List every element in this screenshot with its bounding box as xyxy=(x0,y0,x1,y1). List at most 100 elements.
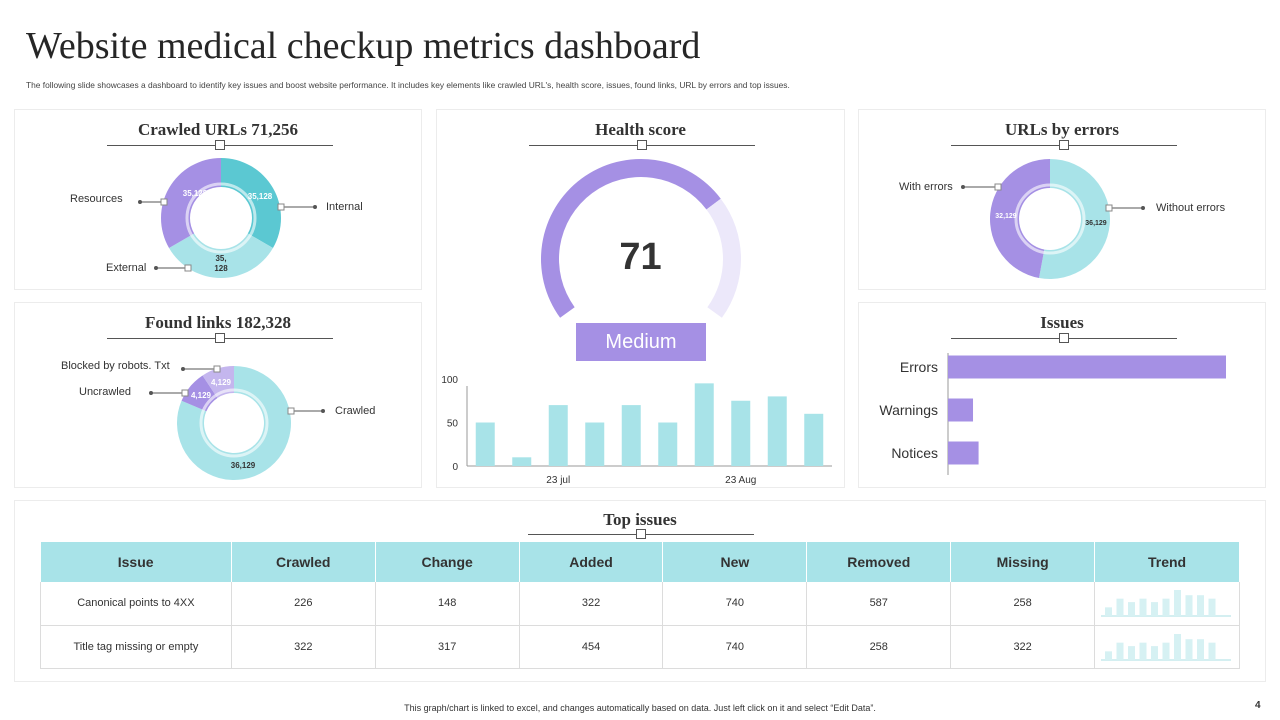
health-trend-bar xyxy=(767,396,787,466)
health-trend-bar xyxy=(658,422,678,466)
leader-internal-marker xyxy=(277,203,285,211)
leader-uncrawled-dot xyxy=(149,391,153,395)
issues-category-label: Warnings xyxy=(879,402,938,418)
leader-blocked-marker xyxy=(213,365,221,373)
health-trend-bar xyxy=(694,383,714,466)
top-issues-title: Top issues xyxy=(603,510,677,529)
leader-resources-dot xyxy=(138,200,142,204)
leader-crawled-dot xyxy=(321,409,325,413)
sparkline-bar xyxy=(1174,590,1182,616)
label-external-value-line1: 35, xyxy=(215,254,226,263)
issues-panel: Issues Errors Warnings Notices xyxy=(858,302,1266,488)
table-cell: Title tag missing or empty xyxy=(40,625,232,669)
leader-blocked-dot xyxy=(181,367,185,371)
health-trend-bar xyxy=(512,457,532,466)
leader-without-errors-dot xyxy=(1141,206,1145,210)
health-trend-bar xyxy=(621,405,641,466)
health-status-badge: Medium xyxy=(576,323,706,361)
gauge-remaining-arc xyxy=(706,198,741,318)
table-cell: 454 xyxy=(519,625,664,669)
health-trend-chart[interactable]: 0 50 100 23 jul 23 Aug xyxy=(437,110,846,489)
donut-inner-ring xyxy=(199,388,269,458)
slice-external xyxy=(169,233,273,278)
leader-with-errors-dot xyxy=(961,185,965,189)
sparkline-bar xyxy=(1174,633,1182,660)
sparkline-bar xyxy=(1128,602,1136,616)
column-header: Crawled xyxy=(231,542,376,582)
column-header: Removed xyxy=(806,542,952,582)
gauge-score-arc xyxy=(540,158,721,318)
sparkline-bar xyxy=(1105,607,1113,616)
crawled-urls-donut[interactable]: 35,128 35,128 35,128 xyxy=(15,110,423,291)
x-tick-label: 23 Aug xyxy=(725,475,756,486)
y-tick-label: 50 xyxy=(447,419,459,430)
found-links-title: Found links 182,328 xyxy=(145,313,291,332)
slice-without-errors xyxy=(1039,159,1110,279)
trend-cell xyxy=(1094,582,1240,626)
sparkline-bar xyxy=(1151,645,1159,660)
leader-crawled-marker xyxy=(287,407,295,415)
sparkline-bar xyxy=(1116,642,1124,660)
column-header: Trend xyxy=(1094,542,1240,582)
top-issues-table: Issue Crawled Change Added New Removed M… xyxy=(40,542,1240,669)
urls-by-errors-title: URLs by errors xyxy=(1005,120,1119,139)
table-cell: Canonical points to 4XX xyxy=(40,582,232,626)
health-score-panel: Health score 71 Medium 0 50 100 23 jul 23 Au… xyxy=(436,109,845,488)
legend-uncrawled: Uncrawled xyxy=(79,386,131,398)
title-divider xyxy=(951,333,1177,343)
legend-internal: Internal xyxy=(326,201,363,213)
legend-with-errors: With errors xyxy=(899,181,953,193)
legend-external: External xyxy=(106,262,147,274)
issues-title: Issues xyxy=(1040,313,1084,332)
x-tick-label: 23 jul xyxy=(546,475,570,486)
sparkline-bar xyxy=(1208,642,1216,660)
crawled-urls-panel: Crawled URLs 71,256 35,128 35,128 35, 128 R… xyxy=(14,109,422,290)
found-links-donut[interactable]: 4,129 4,129 36,129 xyxy=(15,303,423,489)
label-uncrawled-value: 4,129 xyxy=(191,391,212,400)
column-header: Issue xyxy=(40,542,232,582)
urls-by-errors-donut[interactable]: 32,129 36,129 xyxy=(859,110,1267,291)
label-blocked-value: 4,129 xyxy=(211,378,232,387)
column-header: Change xyxy=(375,542,520,582)
page-title: Website medical checkup metrics dashboar… xyxy=(26,25,701,67)
leader-uncrawled-marker xyxy=(181,389,189,397)
donut-inner-ring xyxy=(1014,183,1086,255)
column-header: Added xyxy=(519,542,664,582)
column-header: Missing xyxy=(950,542,1096,582)
legend-blocked: Blocked by robots. Txt xyxy=(61,360,170,372)
donut-inner-ring xyxy=(185,182,257,254)
sparkline-bar xyxy=(1197,595,1205,616)
urls-by-errors-panel: URLs by errors 32,129 36,129 With errors … xyxy=(858,109,1266,290)
health-trend-bar xyxy=(585,422,605,466)
sparkline-bar xyxy=(1128,645,1136,660)
table-cell: 322 xyxy=(950,625,1096,669)
table-cell: 740 xyxy=(662,625,808,669)
health-score-title: Health score xyxy=(595,120,686,139)
issues-category-label: Errors xyxy=(900,359,938,375)
sparkline-bar xyxy=(1139,642,1147,660)
legend-without-errors: Without errors xyxy=(1156,202,1226,214)
leader-external-marker xyxy=(184,264,192,272)
issues-bar xyxy=(948,355,1226,379)
found-links-panel: Found links 182,328 4,129 4,129 36,129 Blo… xyxy=(14,302,422,488)
table-cell: 317 xyxy=(375,625,520,669)
health-score-gauge[interactable] xyxy=(437,110,846,489)
health-trend-bar xyxy=(475,422,495,466)
trend-sparkline[interactable] xyxy=(1101,586,1232,620)
issues-bar-chart[interactable]: Errors Warnings Notices xyxy=(859,303,1267,489)
table-header-row: Issue Crawled Change Added New Removed M… xyxy=(40,542,1240,582)
footer-note: This graph/chart is linked to excel, and… xyxy=(404,703,876,713)
label-with-errors-value: 32,129 xyxy=(995,213,1017,220)
trend-sparkline[interactable] xyxy=(1101,630,1232,664)
y-tick-label: 0 xyxy=(452,462,458,473)
crawled-urls-title: Crawled URLs 71,256 xyxy=(137,120,299,139)
issues-bar xyxy=(948,441,979,465)
leader-internal-dot xyxy=(313,205,317,209)
title-divider xyxy=(528,529,754,539)
trend-cell xyxy=(1094,625,1240,669)
table-row: Canonical points to 4XX 226 148 322 740 … xyxy=(40,582,1240,626)
sparkline-bar xyxy=(1208,598,1216,616)
health-score-value: 71 xyxy=(619,236,662,278)
sparkline-bar xyxy=(1185,638,1193,660)
table-cell: 587 xyxy=(806,582,952,626)
